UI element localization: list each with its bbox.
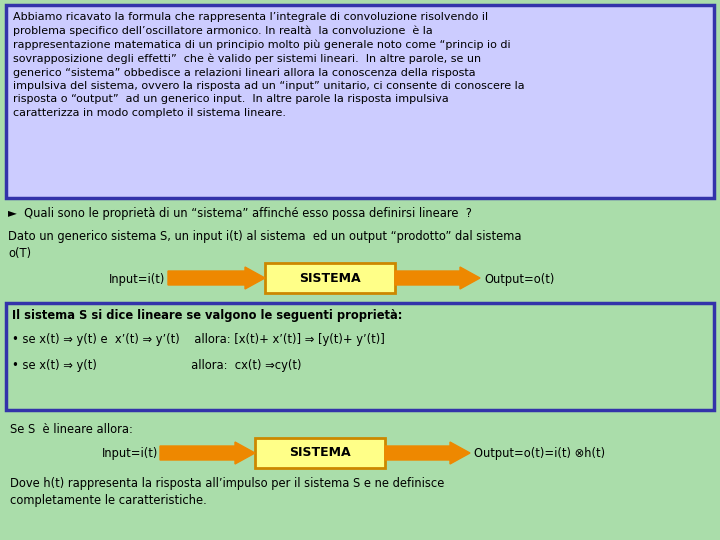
Text: Output=o(t): Output=o(t)	[484, 273, 554, 286]
Text: Input=i(t): Input=i(t)	[109, 273, 165, 286]
FancyBboxPatch shape	[255, 438, 385, 468]
Text: Dato un generico sistema S, un input i(t) al sistema  ed un output “prodotto” da: Dato un generico sistema S, un input i(t…	[8, 230, 521, 260]
Text: Abbiamo ricavato la formula che rappresenta l’integrale di convoluzione risolven: Abbiamo ricavato la formula che rapprese…	[13, 12, 525, 118]
FancyBboxPatch shape	[6, 303, 714, 410]
Text: SISTEMA: SISTEMA	[289, 447, 351, 460]
Text: • se x(t) ⇒ y(t) e  x’(t) ⇒ y’(t)    allora: [x(t)+ x’(t)] ⇒ [y(t)+ y’(t)]: • se x(t) ⇒ y(t) e x’(t) ⇒ y’(t) allora:…	[12, 333, 385, 346]
Text: Il sistema S si dice lineare se valgono le seguenti proprietà:: Il sistema S si dice lineare se valgono …	[12, 309, 402, 322]
Text: • se x(t) ⇒ y(t)                          allora:  cx(t) ⇒cy(t): • se x(t) ⇒ y(t) allora: cx(t) ⇒cy(t)	[12, 359, 302, 372]
Text: Dove h(t) rappresenta la risposta all’impulso per il sistema S e ne definisce
co: Dove h(t) rappresenta la risposta all’im…	[10, 477, 444, 507]
FancyArrow shape	[168, 267, 265, 289]
FancyArrow shape	[385, 442, 470, 464]
FancyArrow shape	[395, 267, 480, 289]
Text: Input=i(t): Input=i(t)	[102, 448, 158, 461]
Text: ►  Quali sono le proprietà di un “sistema” affinché esso possa definirsi lineare: ► Quali sono le proprietà di un “sistema…	[8, 207, 472, 220]
Text: Se S  è lineare allora:: Se S è lineare allora:	[10, 423, 133, 436]
FancyBboxPatch shape	[6, 5, 714, 198]
FancyArrow shape	[160, 442, 255, 464]
FancyBboxPatch shape	[265, 263, 395, 293]
Text: SISTEMA: SISTEMA	[300, 272, 361, 285]
Text: Output=o(t)=i(t) ⊗h(t): Output=o(t)=i(t) ⊗h(t)	[474, 448, 605, 461]
